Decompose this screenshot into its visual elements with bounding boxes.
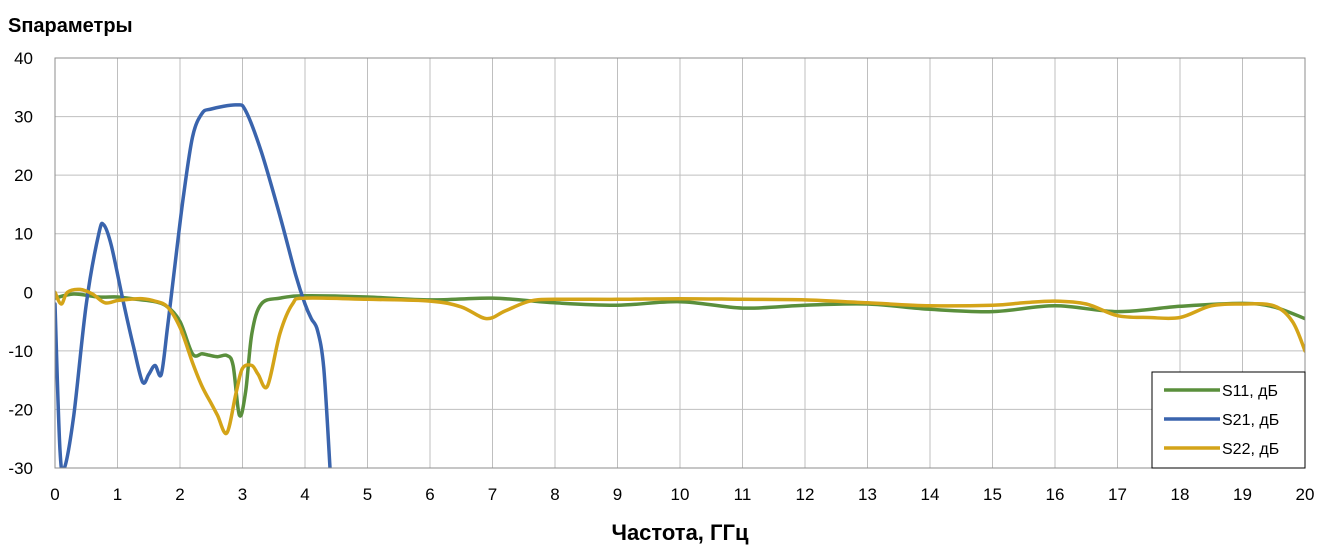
x-tick-label: 6 <box>425 485 434 504</box>
legend-label: S21, дБ <box>1222 412 1279 429</box>
x-tick-label: 5 <box>363 485 372 504</box>
plot-frame <box>54 57 1306 469</box>
y-tick-label: 20 <box>14 166 33 185</box>
x-tick-label: 4 <box>300 485 309 504</box>
series-line-s21 <box>55 103 332 468</box>
x-tick-label: 10 <box>671 485 690 504</box>
x-tick-label: 7 <box>488 485 497 504</box>
legend-label: S22, дБ <box>1222 441 1279 458</box>
x-tick-label: 11 <box>734 485 752 504</box>
x-tick-label: 3 <box>238 485 247 504</box>
x-tick-label: 14 <box>921 485 940 504</box>
x-tick-label: 0 <box>50 485 59 504</box>
x-tick-label: 16 <box>1046 485 1065 504</box>
x-tick-label: 20 <box>1296 485 1315 504</box>
x-tick-label: 2 <box>175 485 184 504</box>
x-tick-label: 9 <box>613 485 622 504</box>
x-tick-label: 1 <box>113 485 122 504</box>
series-lines <box>55 103 1305 468</box>
x-tick-label: 19 <box>1233 485 1252 504</box>
x-tick-label: 17 <box>1108 485 1127 504</box>
series-line-s22 <box>55 287 1305 436</box>
y-tick-label: -30 <box>8 459 33 478</box>
y-tick-label: -10 <box>8 342 33 361</box>
x-axis-label: Частота, ГГц <box>611 520 748 545</box>
chart-title: Sпараметры <box>8 15 133 37</box>
y-tick-label: 10 <box>14 225 33 244</box>
y-tick-label: 40 <box>14 49 33 68</box>
y-axis-ticks: 40 30 20 10 0 -10 -20 -30 <box>8 49 33 478</box>
y-tick-label: -20 <box>8 400 33 419</box>
x-tick-label: 18 <box>1171 485 1190 504</box>
y-tick-label: 30 <box>14 108 33 127</box>
x-tick-label: 8 <box>550 485 559 504</box>
legend-label: S11, дБ <box>1222 383 1278 400</box>
x-tick-label: 15 <box>983 485 1002 504</box>
x-axis-ticks: 0 1 2 3 4 5 6 7 8 9 10 11 12 13 14 15 16 17 18 19 20 <box>50 485 1314 504</box>
legend: S11, дБ S21, дБ S22, дБ <box>1151 371 1306 469</box>
y-tick-label: 0 <box>24 283 33 302</box>
x-tick-label: 12 <box>796 485 815 504</box>
x-tick-label: 13 <box>858 485 877 504</box>
